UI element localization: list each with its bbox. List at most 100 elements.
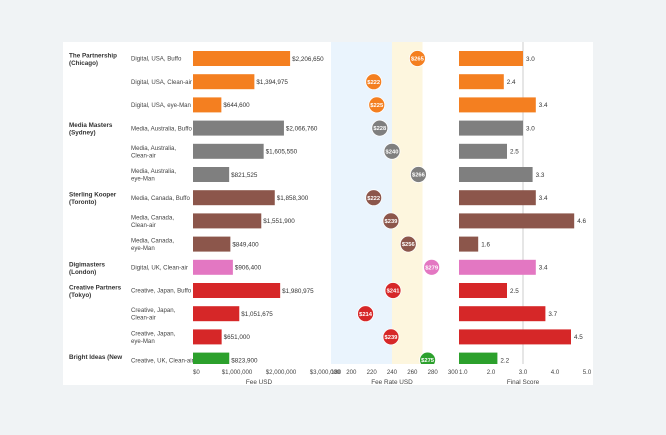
row-label-line: Creative, UK, Clean-air xyxy=(131,357,194,364)
score-bar xyxy=(459,120,523,136)
rate-point xyxy=(419,351,436,364)
axis-title: Final Score xyxy=(507,379,540,385)
group-label-line: (Chicago) xyxy=(69,60,98,67)
axis-tick-label: $0 xyxy=(193,369,200,376)
score-label: 2.2 xyxy=(500,357,509,364)
row-label-line: Media, Australia, xyxy=(131,145,176,152)
rate-point xyxy=(357,305,374,323)
score-bar xyxy=(459,259,536,275)
row-label-line: Media, Australia, Buffo xyxy=(131,125,192,132)
score-bar xyxy=(459,236,479,252)
rate-point xyxy=(368,96,386,114)
score-label: 2.4 xyxy=(507,79,516,86)
chart-svg: The Partnership (Chicago) Digital, USA, Bu… xyxy=(69,42,592,385)
rate-point xyxy=(371,119,389,137)
axis-title: Fee USD xyxy=(246,379,273,385)
rate-label: $239 xyxy=(385,335,399,341)
rate-label: $228 xyxy=(373,126,387,132)
row-label: Media, Australia, eye-Man xyxy=(131,168,176,183)
axis-layer: $0 $1,000,000 $2,000,000 $3,000,000 Fee USD 1… xyxy=(193,369,592,385)
row-label: Creative, Japan, Clean-air xyxy=(131,307,176,322)
axis-tick-label: 1.0 xyxy=(459,369,468,376)
rate-label: $279 xyxy=(425,265,439,271)
fee-label: $651,000 xyxy=(224,334,251,341)
row-label: Creative, Japan, eye-Man xyxy=(131,330,176,345)
fee-bar xyxy=(193,97,222,113)
score-bar xyxy=(459,51,523,66)
rate-label: $239 xyxy=(385,219,399,225)
score-bar xyxy=(459,74,504,90)
axis-tick-label: 220 xyxy=(367,369,378,376)
fee-bar xyxy=(193,236,231,252)
row-label-line: Media, Australia, xyxy=(131,168,176,175)
score-bar xyxy=(459,190,536,206)
rate-label: $266 xyxy=(412,173,426,179)
group-label-line: (Sydney) xyxy=(69,130,96,137)
group-label-line: Bright Ideas (New xyxy=(69,354,122,361)
rate-label: $222 xyxy=(367,80,380,86)
axis-tick-label: 260 xyxy=(407,369,418,376)
score-bar xyxy=(459,97,536,113)
row-label-line: eye-Man xyxy=(131,176,155,183)
group-label-line: Sterling Kooper xyxy=(69,192,117,199)
group-label: Sterling Kooper (Toronto) xyxy=(69,192,117,207)
row-label-line: Clean-air xyxy=(131,152,156,159)
rate-label: $275 xyxy=(421,358,435,364)
fee-bar xyxy=(193,329,222,345)
row-label-line: Clean-air xyxy=(131,315,156,322)
axis-tick-label: $2,000,000 xyxy=(266,369,297,376)
rate-point xyxy=(410,166,427,183)
score-label: 3.7 xyxy=(548,311,557,318)
row-label: Digital, UK, Clean-air xyxy=(131,265,188,272)
score-label: 2.5 xyxy=(510,288,519,295)
score-label: 4.6 xyxy=(577,218,586,225)
fee-bar xyxy=(193,74,255,90)
row-label-line: Creative, Japan, xyxy=(131,307,176,314)
score-bar xyxy=(459,213,575,229)
group-label-line: Media Masters xyxy=(69,122,113,129)
fee-label: $1,605,550 xyxy=(266,149,298,156)
group-label: Media Masters (Sydney) xyxy=(69,122,113,137)
fee-bar xyxy=(193,213,262,229)
group-label: Creative Partners (Tokyo) xyxy=(69,285,122,300)
axis-tick-label: 300 xyxy=(448,369,459,376)
axis-tick-label: 240 xyxy=(387,369,398,376)
score-bar xyxy=(459,352,498,364)
fee-label: $2,206,650 xyxy=(292,56,324,63)
rate-point xyxy=(365,189,383,207)
rate-point xyxy=(383,142,401,160)
row-label: Media, Australia, Buffo xyxy=(131,125,192,132)
fee-bar xyxy=(193,283,281,298)
score-bar xyxy=(459,283,507,298)
row-label-line: Media, Canada, xyxy=(131,238,174,245)
row-label-line: Media, Canada, xyxy=(131,214,174,221)
row-label-line: Creative, Japan, xyxy=(131,330,176,337)
chart-panel: The Partnership (Chicago) Digital, USA, Bu… xyxy=(63,42,593,385)
row-label-line: Digital, USA, Buffo xyxy=(131,56,182,63)
axis-tick-label: 180 xyxy=(331,369,342,376)
row-label: Digital, USA, Buffo xyxy=(131,56,182,63)
group-label-line: Creative Partners xyxy=(69,285,122,292)
row-label-line: Digital, UK, Clean-air xyxy=(131,265,188,272)
rate-point xyxy=(384,282,402,299)
score-label: 3.4 xyxy=(539,102,548,109)
rate-label: $225 xyxy=(370,103,384,109)
score-label: 3.4 xyxy=(539,265,548,272)
group-label-line: The Partnership xyxy=(69,53,117,60)
fee-label: $906,400 xyxy=(235,265,262,272)
score-bar xyxy=(459,329,571,345)
group-label-line: (Toronto) xyxy=(69,199,97,206)
rate-label: $256 xyxy=(402,242,416,248)
row-label-line: Media, Canada, Buffo xyxy=(131,195,190,202)
score-label: 3.4 xyxy=(539,195,548,202)
fee-bar xyxy=(193,51,291,66)
fee-label: $849,400 xyxy=(232,241,259,248)
rate-label: $240 xyxy=(386,149,399,155)
row-label: Media, Canada, eye-Man xyxy=(131,238,174,253)
rate-point xyxy=(423,258,441,276)
row-label: Creative, Japan, Buffo xyxy=(131,288,192,295)
fee-label: $2,066,760 xyxy=(286,125,318,132)
fee-bar xyxy=(193,143,264,159)
fee-bar xyxy=(193,259,233,275)
row-label: Media, Canada, Buffo xyxy=(131,195,190,202)
